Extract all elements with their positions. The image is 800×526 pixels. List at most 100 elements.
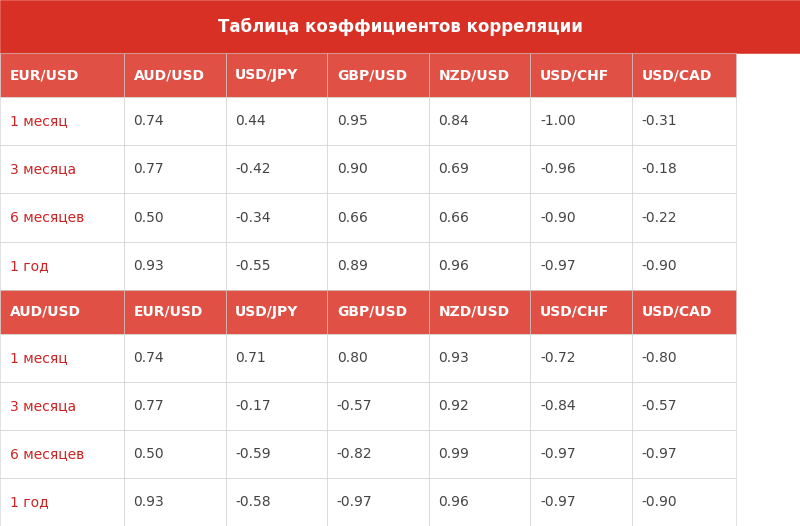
Text: NZD/USD: NZD/USD (438, 305, 510, 319)
Bar (226, 430, 327, 478)
Text: -0.97: -0.97 (337, 495, 373, 509)
Bar (530, 53, 632, 97)
Bar (429, 97, 530, 145)
Text: 0.99: 0.99 (438, 447, 470, 461)
Bar (530, 194, 632, 241)
Bar (632, 382, 736, 430)
Bar (327, 241, 429, 290)
Text: -0.72: -0.72 (540, 351, 575, 365)
Bar (226, 333, 327, 382)
Bar (0, 145, 124, 194)
Text: 3 месяца: 3 месяца (10, 399, 76, 413)
Text: 0.74: 0.74 (134, 351, 164, 365)
Text: 0.50: 0.50 (134, 210, 164, 225)
Bar (429, 145, 530, 194)
Bar (632, 241, 736, 290)
Bar (0, 290, 124, 333)
Text: -0.58: -0.58 (235, 495, 271, 509)
Text: USD/JPY: USD/JPY (235, 68, 298, 82)
Text: AUD/USD: AUD/USD (134, 68, 205, 82)
Bar (0, 241, 124, 290)
Bar (327, 333, 429, 382)
Text: -0.55: -0.55 (235, 259, 270, 272)
Bar (429, 430, 530, 478)
Text: 0.89: 0.89 (337, 259, 368, 272)
Text: 0.74: 0.74 (134, 114, 164, 128)
Bar (429, 53, 530, 97)
Bar (124, 290, 226, 333)
Bar (0, 97, 124, 145)
Bar (124, 333, 226, 382)
Bar (429, 333, 530, 382)
Text: -0.57: -0.57 (337, 399, 372, 413)
Bar (226, 194, 327, 241)
Bar (226, 382, 327, 430)
Bar (0, 333, 124, 382)
Text: -0.34: -0.34 (235, 210, 270, 225)
Text: USD/CHF: USD/CHF (540, 68, 610, 82)
Text: EUR/USD: EUR/USD (134, 305, 203, 319)
Bar (530, 430, 632, 478)
Bar (226, 97, 327, 145)
Bar (226, 241, 327, 290)
Text: EUR/USD: EUR/USD (10, 68, 79, 82)
Text: GBP/USD: GBP/USD (337, 68, 407, 82)
Bar (530, 145, 632, 194)
Bar (530, 382, 632, 430)
Text: 0.77: 0.77 (134, 163, 164, 176)
Text: Таблица коэффициентов корреляции: Таблица коэффициентов корреляции (218, 17, 582, 36)
Text: -0.90: -0.90 (540, 210, 576, 225)
Bar (327, 478, 429, 526)
Text: 1 год: 1 год (10, 259, 48, 272)
Text: AUD/USD: AUD/USD (10, 305, 81, 319)
Bar (124, 194, 226, 241)
Text: -0.57: -0.57 (642, 399, 677, 413)
Text: -1.00: -1.00 (540, 114, 576, 128)
Bar (632, 290, 736, 333)
Bar (429, 290, 530, 333)
Bar (124, 478, 226, 526)
Bar (124, 97, 226, 145)
Bar (0, 194, 124, 241)
Text: 0.77: 0.77 (134, 399, 164, 413)
Text: 1 год: 1 год (10, 495, 48, 509)
Bar (327, 382, 429, 430)
Bar (226, 53, 327, 97)
Text: 0.93: 0.93 (438, 351, 469, 365)
Bar (632, 145, 736, 194)
Bar (327, 97, 429, 145)
Text: GBP/USD: GBP/USD (337, 305, 407, 319)
Bar (327, 145, 429, 194)
Text: -0.97: -0.97 (540, 495, 576, 509)
Text: 0.66: 0.66 (438, 210, 470, 225)
Text: -0.90: -0.90 (642, 495, 678, 509)
Bar (0, 478, 124, 526)
Bar (530, 478, 632, 526)
Bar (429, 194, 530, 241)
Text: 1 месяц: 1 месяц (10, 114, 67, 128)
Bar (124, 145, 226, 194)
Text: 0.96: 0.96 (438, 495, 470, 509)
Text: 0.50: 0.50 (134, 447, 164, 461)
Text: 6 месяцев: 6 месяцев (10, 210, 84, 225)
Text: -0.96: -0.96 (540, 163, 576, 176)
Bar (530, 241, 632, 290)
Text: 6 месяцев: 6 месяцев (10, 447, 84, 461)
Text: USD/CAD: USD/CAD (642, 305, 712, 319)
Bar (0, 0, 800, 53)
Text: USD/JPY: USD/JPY (235, 305, 298, 319)
Bar (327, 290, 429, 333)
Text: USD/CHF: USD/CHF (540, 305, 610, 319)
Bar (632, 333, 736, 382)
Text: -0.97: -0.97 (642, 447, 678, 461)
Text: -0.22: -0.22 (642, 210, 677, 225)
Text: -0.18: -0.18 (642, 163, 678, 176)
Bar (124, 53, 226, 97)
Bar (0, 430, 124, 478)
Bar (124, 382, 226, 430)
Text: 0.92: 0.92 (438, 399, 469, 413)
Bar (226, 290, 327, 333)
Text: 0.96: 0.96 (438, 259, 470, 272)
Bar (0, 53, 124, 97)
Text: -0.42: -0.42 (235, 163, 270, 176)
